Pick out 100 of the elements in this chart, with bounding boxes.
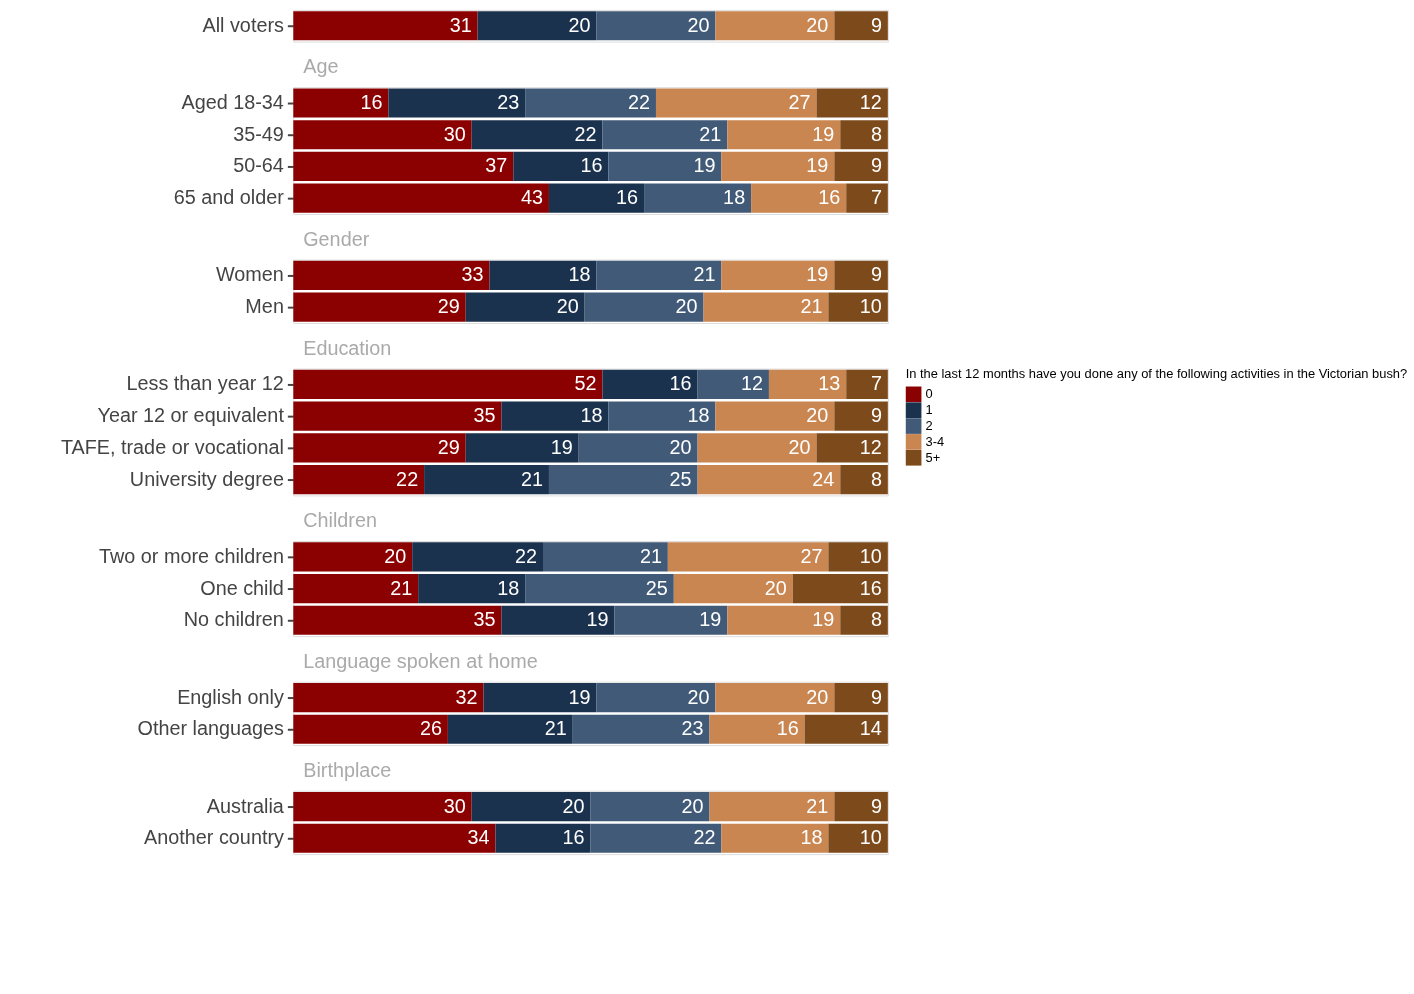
data-label: 33 [461,263,484,286]
data-label: 22 [574,122,597,145]
bar [721,823,829,853]
data-label: 20 [556,295,579,318]
data-label: 9 [870,685,882,708]
bar [465,292,585,322]
y-tick-label: All voters [202,13,284,36]
y-tick-label: One child [200,576,284,599]
data-label: 16 [818,186,841,209]
chart-title: Gender [303,227,370,250]
data-label: 18 [687,404,710,427]
data-label: 21 [800,295,823,318]
data-label: 19 [693,154,716,177]
y-tick-label: 50-64 [233,154,284,177]
data-label: 19 [812,608,835,631]
data-label: 19 [550,435,573,458]
bar [495,823,591,853]
y-tick-label: Aged 18-34 [181,90,284,113]
data-label: 16 [669,372,692,395]
data-label: 18 [800,826,823,849]
chart-title: Age [303,55,339,78]
bar [727,605,841,635]
data-label: 20 [568,13,591,36]
bar [715,401,835,431]
bar [828,542,888,572]
data-label: 9 [870,154,882,177]
bar [840,120,888,150]
bar [293,401,502,431]
y-tick-label: Men [245,295,284,318]
bar [388,88,526,118]
bar [792,573,888,604]
legend-label: 5+ [925,449,941,465]
data-label: 16 [580,154,603,177]
data-label: 20 [806,404,829,427]
data-label: 25 [645,576,668,599]
data-label: 27 [800,544,823,567]
data-label: 19 [806,263,829,286]
data-label: 32 [455,685,478,708]
bar [697,369,769,400]
bar [293,260,490,291]
y-tick-label: TAFE, trade or vocational [60,435,284,458]
bar [608,151,722,182]
y-tick-label: English only [177,685,284,708]
bar [293,120,472,150]
bar [834,260,888,291]
bar [644,183,752,213]
data-label: 10 [859,544,882,567]
bar [293,183,549,213]
y-tick-label: Two or more children [99,544,284,567]
y-tick-label: 35-49 [233,122,284,145]
data-label: 34 [467,826,490,849]
bar [447,714,573,744]
data-label: 12 [859,90,882,113]
bar [293,823,496,853]
y-tick-label: Less than year 12 [126,372,284,395]
data-label: 37 [485,154,508,177]
bar [525,573,674,604]
data-label: 31 [449,13,472,36]
data-label: 10 [859,295,882,318]
data-label: 16 [859,576,882,599]
data-label: 18 [580,404,603,427]
data-label: 52 [574,372,597,395]
y-tick-label: Women [216,263,284,286]
y-tick-label: University degree [129,467,284,490]
bar [608,401,716,431]
data-label: 22 [693,826,716,849]
data-label: 21 [699,122,722,145]
data-label: 9 [870,404,882,427]
bar [834,11,888,41]
data-label: 14 [859,717,882,740]
bar [715,11,835,41]
bar [501,401,609,431]
chart-title: Education [303,336,392,359]
bar [418,573,526,604]
chart-title: Children [303,509,377,532]
bar [596,682,716,713]
bar [293,682,484,713]
data-label: 20 [562,794,585,817]
data-label: 8 [870,122,882,145]
y-tick-label: Other languages [137,717,284,740]
bar [721,151,835,182]
legend-label: 1 [925,402,933,418]
data-label: 43 [520,186,544,209]
data-label: 8 [870,608,882,631]
bar [828,823,888,853]
bar [602,369,698,400]
data-label: 9 [870,13,882,36]
data-label: 12 [740,372,763,395]
data-label: 24 [812,467,835,490]
bar [293,11,478,41]
data-label: 9 [870,794,882,817]
legend-label: 2 [925,418,933,434]
bar [840,605,888,635]
bar [471,120,603,150]
bar [293,542,413,572]
bar [293,573,419,604]
bar [703,292,829,322]
data-label: 20 [669,435,692,458]
bar [697,464,841,495]
bar [548,183,645,213]
